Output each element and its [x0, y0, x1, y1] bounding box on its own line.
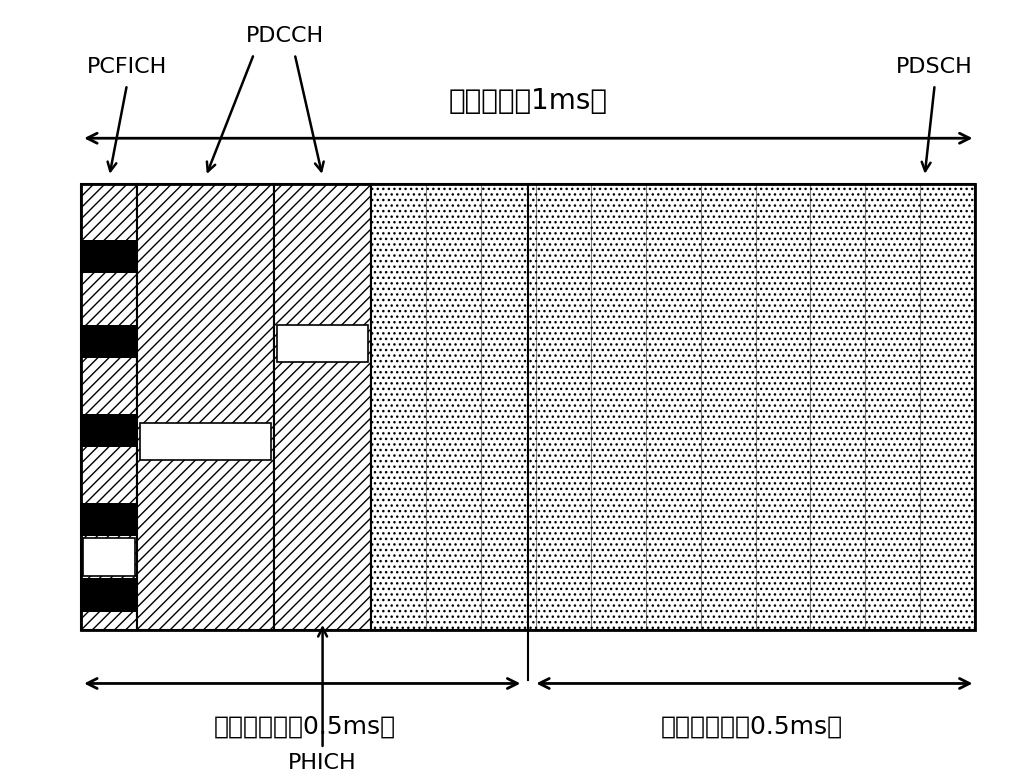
Text: PCFICH: PCFICH: [87, 57, 167, 77]
Bar: [83, 539, 135, 577]
Bar: [81, 414, 137, 447]
Bar: [140, 423, 271, 460]
Text: PHICH: PHICH: [289, 753, 357, 773]
Bar: [81, 503, 137, 536]
FancyBboxPatch shape: [371, 185, 975, 629]
Bar: [81, 240, 137, 273]
Text: PDCCH: PDCCH: [246, 26, 323, 46]
FancyBboxPatch shape: [137, 185, 274, 629]
Text: 一个子帧（1ms）: 一个子帧（1ms）: [449, 87, 608, 115]
FancyBboxPatch shape: [274, 185, 371, 629]
Bar: [81, 578, 137, 612]
FancyBboxPatch shape: [81, 185, 137, 629]
Text: 第一个时隙（0.5ms）: 第一个时隙（0.5ms）: [213, 714, 396, 738]
Text: 第二个时隙（0.5ms）: 第二个时隙（0.5ms）: [660, 714, 843, 738]
Bar: [277, 324, 368, 362]
Text: PDSCH: PDSCH: [896, 57, 973, 77]
Bar: [81, 185, 975, 629]
Bar: [81, 324, 137, 358]
